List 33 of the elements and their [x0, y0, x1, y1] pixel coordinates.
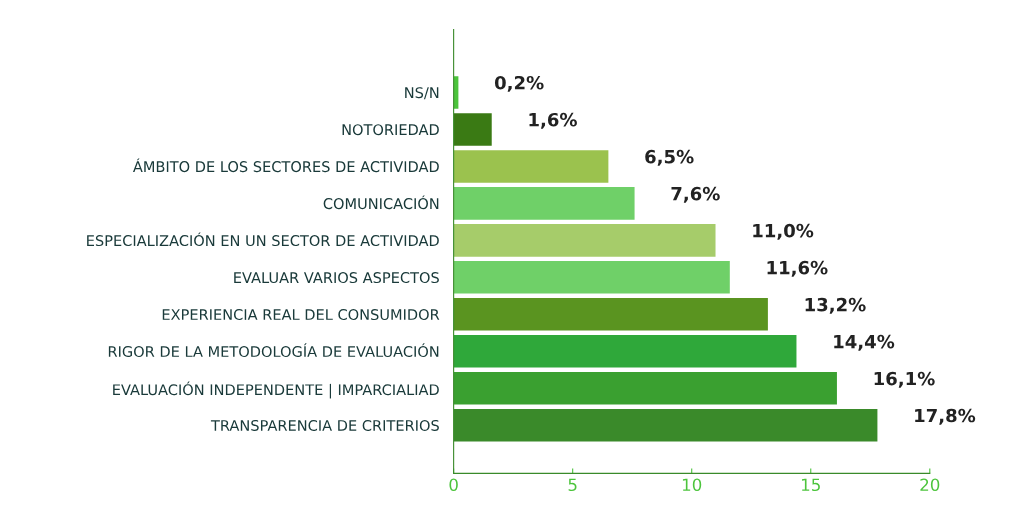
bar: [453, 261, 730, 294]
y-tick-label: NOTORIEDAD: [342, 124, 439, 136]
data-label: 17,8%: [915, 408, 976, 425]
bar: [453, 113, 492, 146]
data-label: 6,5%: [645, 149, 694, 166]
data-label: 11,0%: [753, 223, 814, 240]
y-tick-label: ÁMBITO DE LOS SECTORES DE ACTIVIDAD: [132, 158, 439, 173]
data-label: 16,1%: [874, 371, 935, 388]
bar: [453, 372, 837, 405]
y-tick-label: ESPECIALIZACIÓN EN UN SECTOR DE ACTIVIDAD: [87, 232, 439, 247]
x-tick-label: 10: [682, 478, 702, 492]
y-tick-label: COMUNICACIÓN: [323, 195, 439, 210]
y-tick-label: TRANSPARENCIA DE CRITERIOS: [210, 419, 439, 431]
y-tick-label: EXPERIENCIA REAL DEL CONSUMIDOR: [162, 309, 440, 321]
data-label: 11,6%: [767, 260, 828, 277]
y-tick-label: RIGOR DE LA METODOLOGÍA DE EVALUACIÓN: [108, 343, 439, 358]
data-label: 7,6%: [671, 186, 720, 203]
y-tick-label: EVALUAR VARIOS ASPECTOS: [234, 272, 439, 284]
x-tick-label: 15: [801, 478, 820, 492]
x-tick-label: 20: [920, 478, 940, 492]
y-tick-label: NS/N: [405, 87, 439, 100]
bar: [453, 224, 716, 257]
y-tick-label: EVALUACIÓN INDEPENDENTE | IMPARCIALIAD: [113, 381, 439, 399]
data-label: 13,2%: [805, 297, 866, 314]
bar: [453, 298, 768, 331]
x-tick-label: 0: [449, 478, 458, 492]
data-label: 0,2%: [494, 75, 544, 92]
data-label: 1,6%: [529, 112, 577, 129]
x-tick-label: 5: [568, 478, 577, 492]
data-label: 14,4%: [834, 334, 895, 351]
bar: [453, 187, 635, 220]
bar: [453, 150, 609, 183]
bar: [453, 335, 797, 368]
